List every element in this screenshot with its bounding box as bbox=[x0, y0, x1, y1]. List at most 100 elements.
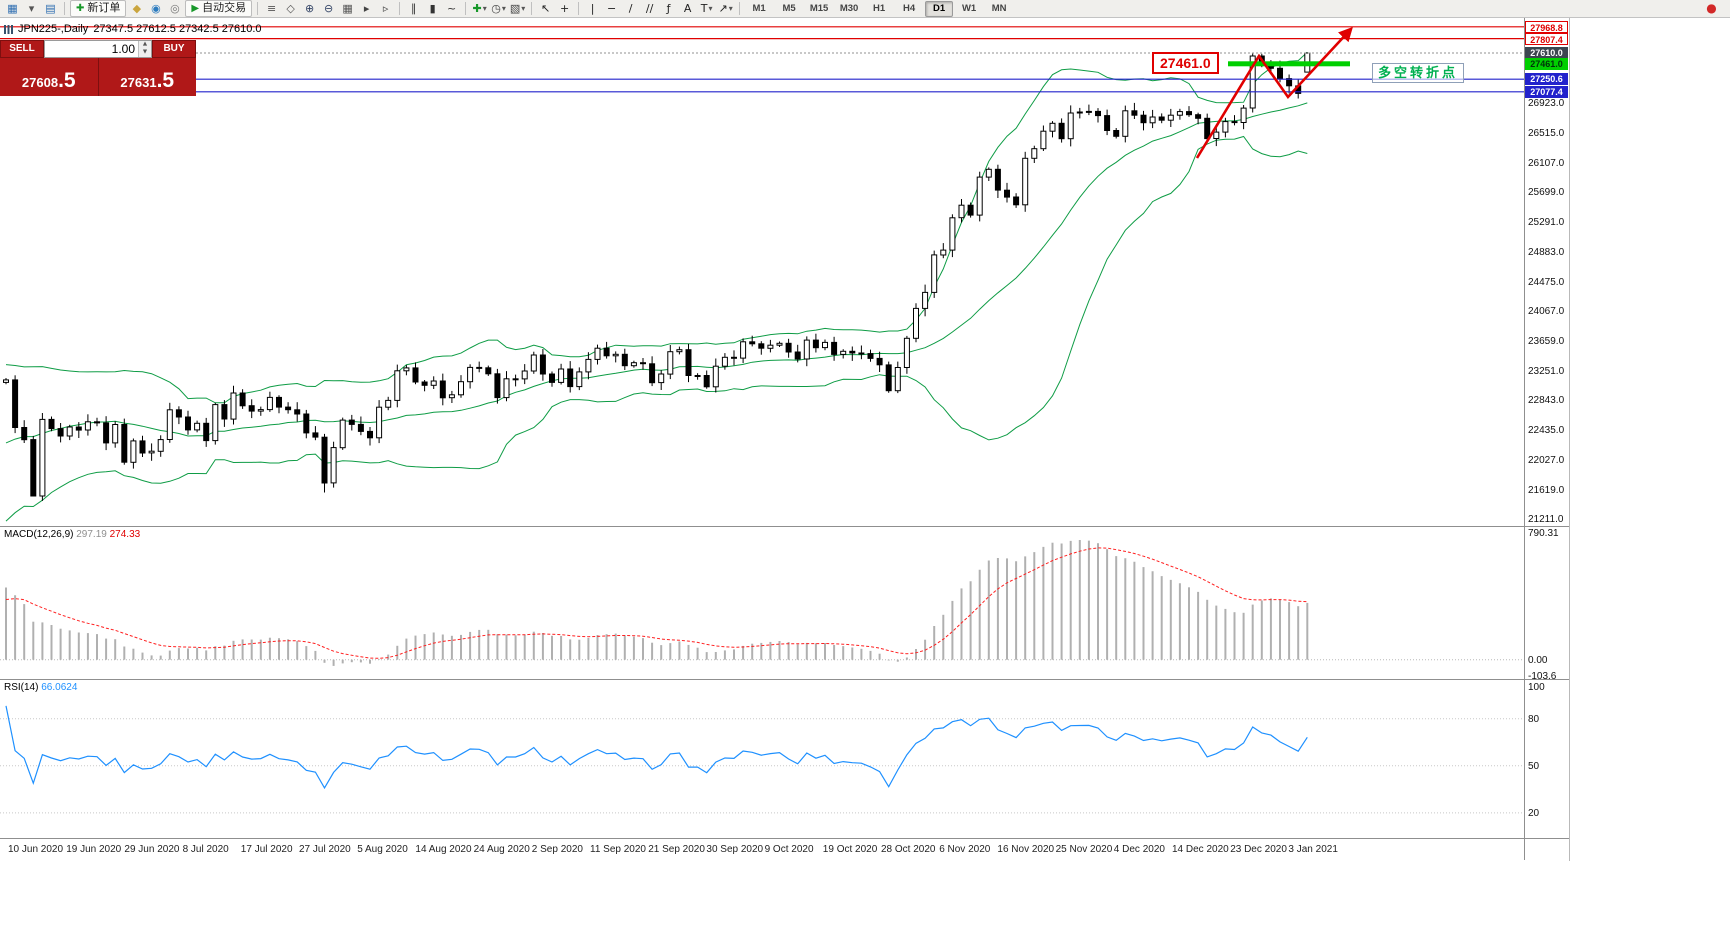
tile-windows-icon[interactable]: ▦ bbox=[342, 2, 353, 15]
vertical-line-icon[interactable]: | bbox=[590, 2, 595, 15]
price-scale-label: 25291.0 bbox=[1528, 217, 1565, 228]
autotrading-button[interactable]: ▶ 自动交易 bbox=[185, 0, 253, 17]
date-axis[interactable]: 10 Jun 2020 19 Jun 2020 29 Jun 2020 8 Jul 2… bbox=[0, 840, 1524, 860]
price-callout-27461[interactable]: 27461.0 bbox=[1152, 52, 1219, 74]
one-click-trading-panel: SELL 1.00 ▲ ▼ BUY 27608.5 27631.5 bbox=[0, 40, 196, 96]
date-label: 9 Oct 2020 bbox=[764, 844, 814, 855]
trend-arrow[interactable] bbox=[1195, 26, 1353, 159]
date-label: 14 Dec 2020 bbox=[1172, 844, 1229, 855]
timeframe-m30-button[interactable]: M30 bbox=[839, 2, 859, 14]
price-scale-label: 22435.0 bbox=[1528, 425, 1565, 437]
metaeditor-icon[interactable]: ◆ bbox=[132, 2, 142, 15]
rsi-name: RSI(14) bbox=[4, 682, 39, 693]
timeframe-d1-button[interactable]: D1 bbox=[925, 0, 954, 17]
fibonacci-icon[interactable]: ƒ bbox=[666, 2, 671, 15]
macd-scale-label: 0.00 bbox=[1528, 654, 1548, 666]
rsi-line bbox=[5, 705, 1308, 790]
key-level-segment[interactable] bbox=[1228, 61, 1350, 67]
price-scale-label: 21619.0 bbox=[1528, 484, 1565, 496]
trendline-icon[interactable]: / bbox=[628, 2, 633, 15]
timeframe-w1-button[interactable]: W1 bbox=[961, 2, 977, 14]
zoom-in-icon[interactable]: ⊕ bbox=[304, 2, 315, 15]
timeframe-m15-button[interactable]: M15 bbox=[809, 2, 829, 14]
price-marker-27610.0: 27610.0 bbox=[1525, 47, 1568, 59]
price-scale-label: 26923.0 bbox=[1528, 98, 1565, 110]
add-indicator-button[interactable]: ✚ ▾ bbox=[472, 2, 487, 15]
pane-separator[interactable] bbox=[0, 526, 1569, 527]
pane-separator[interactable] bbox=[0, 679, 1569, 680]
date-label: 24 Aug 2020 bbox=[473, 844, 530, 855]
price-scale-label: 26515.0 bbox=[1528, 127, 1565, 139]
timeframe-m1-button[interactable]: M1 bbox=[752, 2, 766, 14]
date-label: 17 Jul 2020 bbox=[240, 844, 293, 855]
sell-price-main: 27608 bbox=[21, 75, 59, 90]
turning-point-label[interactable]: 多空转折点 bbox=[1372, 63, 1465, 83]
date-label: 5 Aug 2020 bbox=[357, 844, 408, 855]
profiles-icon[interactable]: ▤ bbox=[45, 2, 56, 15]
price-divider bbox=[97, 58, 99, 96]
toolbar-separator bbox=[578, 2, 580, 15]
chart-shift-icon[interactable]: ▹ bbox=[382, 2, 389, 15]
price-scale[interactable]: 26923.0 26515.0 26107.0 25699.0 25291.0 24883… bbox=[1525, 18, 1569, 860]
buy-button[interactable]: BUY bbox=[152, 40, 196, 58]
sell-button[interactable]: SELL bbox=[0, 40, 44, 58]
text-icon[interactable]: A bbox=[683, 2, 692, 15]
date-label: 14 Aug 2020 bbox=[415, 844, 472, 855]
date-label: 30 Sep 2020 bbox=[706, 844, 764, 855]
auto-scroll-icon[interactable]: ▸ bbox=[363, 2, 370, 15]
buy-price[interactable]: 27631.5 bbox=[99, 58, 197, 96]
macd-scale-label: -103.6 bbox=[1528, 671, 1557, 683]
templates-button[interactable]: ▧ ▾ bbox=[509, 2, 526, 15]
new-chart-caret[interactable]: ▾ bbox=[28, 2, 35, 15]
toolbar-separator bbox=[531, 2, 533, 15]
date-label: 21 Sep 2020 bbox=[648, 844, 705, 855]
alerts-icon[interactable]: ◉ bbox=[151, 2, 161, 15]
candlestick-chart-icon[interactable]: ▮ bbox=[429, 2, 436, 15]
rsi-scale-label: 100 bbox=[1528, 682, 1545, 694]
indicators-list-icon[interactable]: ≡ bbox=[266, 2, 277, 15]
timeframe-h4-button[interactable]: H4 bbox=[903, 2, 916, 14]
symbol-period-label: JPN225-,Daily bbox=[18, 23, 89, 35]
history-center-icon[interactable]: ◎ bbox=[170, 2, 180, 15]
macd-scale-label: 790.31 bbox=[1528, 527, 1559, 539]
community-icon[interactable]: ● bbox=[1706, 1, 1717, 15]
volume-up-button[interactable]: ▲ bbox=[139, 41, 151, 49]
price-marker-27461.0: 27461.0 bbox=[1525, 57, 1568, 70]
toolbar-separator bbox=[64, 2, 65, 15]
bar-chart-icon[interactable]: ∥ bbox=[410, 2, 417, 15]
price-scale-label: 24883.0 bbox=[1528, 246, 1565, 258]
date-label: 4 Dec 2020 bbox=[1113, 844, 1165, 855]
date-label: 3 Jan 2021 bbox=[1288, 844, 1338, 855]
timeframe-m5-button[interactable]: M5 bbox=[782, 2, 796, 14]
bollinger-lower-band bbox=[5, 135, 1308, 522]
text-label-button[interactable]: T ▾ bbox=[700, 2, 713, 15]
channel-icon[interactable]: ∕∕ bbox=[645, 2, 654, 15]
date-label: 23 Dec 2020 bbox=[1230, 844, 1287, 855]
toolbar-separator bbox=[399, 2, 401, 15]
volume-down-button[interactable]: ▼ bbox=[139, 49, 151, 57]
objects-list-icon[interactable]: ◇ bbox=[286, 2, 295, 15]
volume-input[interactable]: 1.00 bbox=[111, 42, 135, 56]
pane-separator[interactable] bbox=[0, 838, 1569, 839]
toolbar-separator bbox=[739, 2, 741, 15]
new-order-button[interactable]: ✚ 新订单 bbox=[70, 0, 127, 17]
timeframe-h1-button[interactable]: H1 bbox=[873, 2, 886, 14]
horizontal-line-icon[interactable]: − bbox=[606, 2, 617, 15]
crosshair-icon[interactable]: + bbox=[559, 2, 570, 15]
bollinger-middle-band bbox=[5, 102, 1308, 444]
cursor-icon[interactable]: ↖ bbox=[540, 2, 551, 15]
new-chart-icon[interactable]: ▦ bbox=[7, 2, 18, 15]
zoom-out-icon[interactable]: ⊖ bbox=[323, 2, 334, 15]
sell-price[interactable]: 27608.5 bbox=[0, 58, 98, 96]
date-label: 28 Oct 2020 bbox=[881, 844, 936, 855]
timeframe-mn-button[interactable]: MN bbox=[991, 2, 1007, 14]
date-label: 19 Oct 2020 bbox=[822, 844, 878, 855]
chart-window[interactable]: JPN225-,Daily 27347.5 27612.5 27342.5 27… bbox=[0, 18, 1570, 861]
periods-button[interactable]: ◷ ▾ bbox=[491, 2, 506, 15]
date-label: 11 Sep 2020 bbox=[590, 844, 646, 855]
date-label: 2 Sep 2020 bbox=[531, 844, 583, 855]
line-chart-icon[interactable]: ~ bbox=[446, 2, 457, 15]
arrows-tool-button[interactable]: ↗ ▾ bbox=[718, 2, 733, 15]
chart-title: JPN225-,Daily 27347.5 27612.5 27342.5 27… bbox=[4, 23, 262, 35]
chart-canvas[interactable] bbox=[0, 18, 1524, 860]
